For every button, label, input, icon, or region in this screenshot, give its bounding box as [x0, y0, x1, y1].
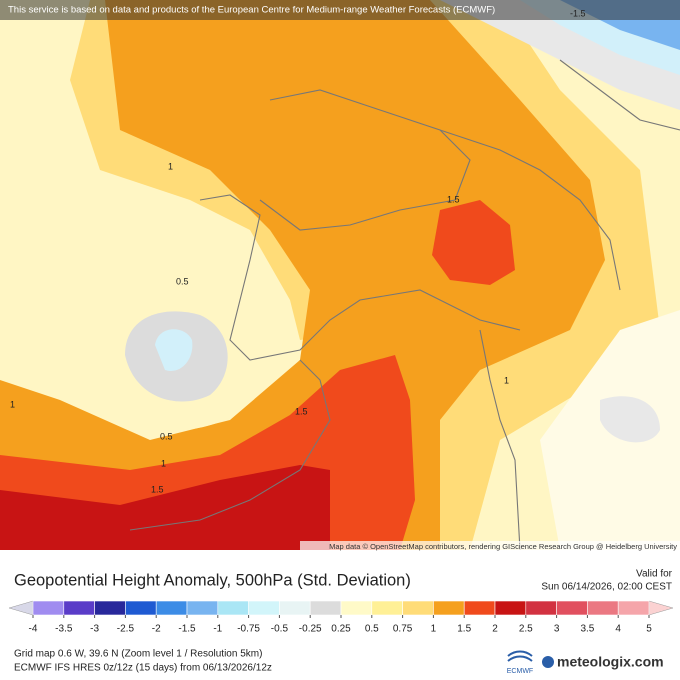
color-box [463, 600, 496, 616]
tick-label: 3 [554, 624, 560, 635]
tick-label: -0.75 [237, 624, 260, 635]
tick-label: 4 [615, 624, 621, 635]
contour-label: 0.5 [160, 431, 173, 441]
color-box [279, 600, 311, 616]
tick-label: -0.5 [271, 624, 289, 635]
tick-label: 2 [492, 624, 498, 635]
colorbar-over [648, 600, 674, 616]
color-box [617, 600, 650, 616]
valid-label: Valid for [636, 569, 673, 580]
contour-label: 1.5 [151, 484, 164, 494]
ecmwf-logo: ECMWF [507, 668, 533, 675]
color-box [186, 600, 219, 616]
color-box [309, 600, 342, 616]
color-box [217, 600, 249, 616]
color-box [433, 600, 465, 616]
tick-label: -1 [213, 624, 222, 635]
tick-label: 2.5 [519, 624, 533, 635]
tick-label: -4 [29, 624, 38, 635]
contour-label: 0.5 [176, 276, 189, 286]
color-box [402, 600, 434, 616]
title: Geopotential Height Anomaly, 500hPa (Std… [14, 571, 411, 589]
notice-bar [0, 0, 680, 20]
map [0, 0, 680, 551]
tick-label: -2.5 [117, 624, 135, 635]
tick-label: -3 [90, 624, 99, 635]
tick-label: -0.25 [299, 624, 322, 635]
tick-label: 3.5 [580, 624, 594, 635]
color-box [125, 600, 157, 616]
tick-label: 0.75 [393, 624, 413, 635]
brand-icon [542, 656, 554, 668]
color-box [63, 600, 95, 616]
tick-label: 0.5 [365, 624, 379, 635]
footer-line: ECMWF IFS HRES 0z/12z (15 days) from 06/… [14, 663, 272, 674]
ecmwf-icon [507, 650, 533, 662]
color-box [155, 600, 188, 616]
tick-label: 1.5 [457, 624, 471, 635]
brand[interactable]: meteologix.com [557, 654, 664, 670]
contour-label: 1 [10, 399, 15, 409]
contour-label: 1 [161, 458, 166, 468]
colorbar: -4 -3.5 -3 -2.5 -2 -1.5 -1 -0.75 -0.5 -0.25 0.25 0.… [8, 600, 674, 635]
color-box [556, 600, 588, 616]
tick-label: -3.5 [55, 624, 73, 635]
contour-label: -1.5 [570, 8, 586, 18]
color-box [494, 600, 527, 616]
color-box [340, 600, 373, 616]
attribution: Map data © OpenStreetMap contributors, r… [329, 542, 677, 551]
color-box [248, 600, 280, 616]
color-box [32, 600, 65, 616]
notice: This service is based on data and produc… [8, 5, 495, 16]
tick-label: -2 [152, 624, 161, 635]
contour-label: 1.5 [447, 194, 460, 204]
color-box [94, 600, 126, 616]
contour-label: 1 [504, 375, 509, 385]
color-box [587, 600, 619, 616]
tick-label: 5 [646, 624, 652, 635]
color-box [525, 600, 557, 616]
contour-label: 1 [168, 161, 173, 171]
contour-label: 1.5 [295, 406, 308, 416]
attribution-bg [300, 541, 680, 552]
footer-line: Grid map 0.6 W, 39.6 N (Zoom level 1 / R… [14, 649, 262, 660]
valid-time: Sun 06/14/2026, 02:00 CEST [541, 582, 672, 593]
colorbar-under [8, 600, 34, 616]
tick-label: -1.5 [178, 624, 196, 635]
tick-label: 1 [431, 624, 437, 635]
tick-label: 0.25 [331, 624, 351, 635]
color-box [371, 600, 403, 616]
